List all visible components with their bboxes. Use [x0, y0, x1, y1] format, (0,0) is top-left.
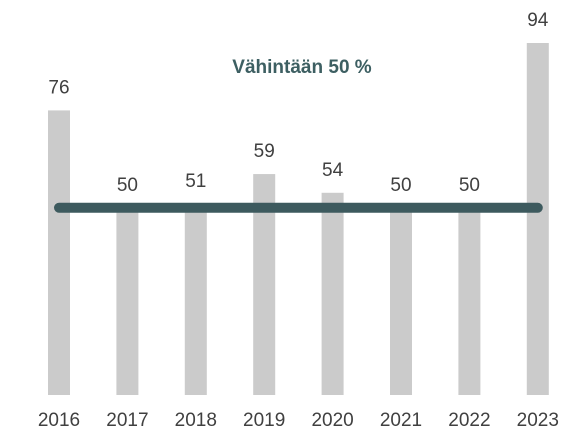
value-label: 94 — [527, 10, 549, 31]
value-label: 50 — [459, 175, 480, 196]
bar — [390, 207, 412, 395]
bar — [321, 192, 344, 395]
x-tick-label: 2018 — [175, 410, 217, 431]
x-tick-label: 2016 — [38, 410, 80, 431]
threshold-label: Vähintään 50 % — [232, 57, 371, 78]
value-label: 51 — [185, 171, 206, 192]
value-label: 50 — [117, 175, 138, 196]
bar — [48, 110, 70, 395]
x-tick-label: 2021 — [380, 410, 422, 431]
bar — [458, 207, 481, 395]
x-tick-label: 2017 — [106, 410, 148, 431]
x-tick-label: 2023 — [517, 410, 559, 431]
x-tick-label: 2020 — [311, 410, 353, 431]
bar — [184, 204, 207, 395]
x-tick-label: 2019 — [243, 410, 285, 431]
value-label: 59 — [254, 141, 275, 162]
value-label: 50 — [390, 175, 411, 196]
bar — [526, 43, 549, 395]
x-tick-label: 2022 — [448, 410, 490, 431]
value-label: 76 — [48, 77, 69, 98]
bar — [253, 174, 276, 395]
bar — [116, 207, 139, 395]
value-label: 54 — [322, 160, 344, 181]
